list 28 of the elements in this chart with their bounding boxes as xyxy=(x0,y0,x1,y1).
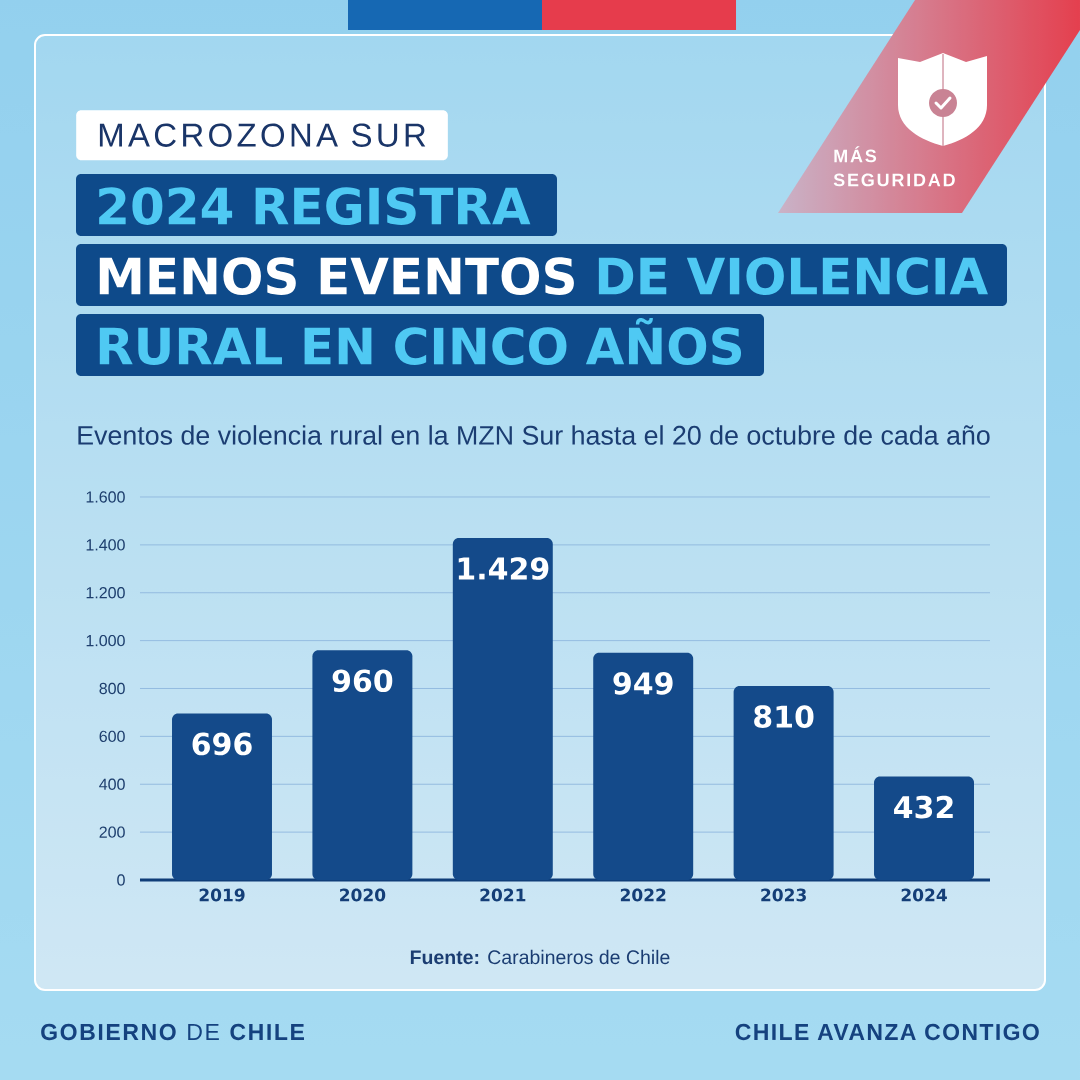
x-tick-label: 2023 xyxy=(761,888,806,902)
y-tick-label: 1.400 xyxy=(86,539,125,551)
y-tick-label: 600 xyxy=(99,730,125,743)
y-tick-label: 1.600 xyxy=(86,491,125,503)
chart-subtitle: Eventos de violencia rural en la MZN Sur hasta el 20 de octubre de cada año xyxy=(78,425,990,445)
text: MACROZONA SUR xyxy=(99,123,426,147)
data-label: 810 xyxy=(754,705,814,728)
data-label: 960 xyxy=(332,669,393,693)
x-tick-label: 2021 xyxy=(480,888,526,902)
x-tick-label: 2020 xyxy=(340,888,386,902)
data-label: 1.429 xyxy=(458,557,549,580)
y-tick-label: 1.200 xyxy=(86,587,125,599)
chart-title: 2024 REGISTRA MENOS EVENTOS DE VIOLENCIA RURAL EN CINCO AÑOS xyxy=(99,187,988,366)
text: Fuente: Carabineros de Chile xyxy=(410,949,670,965)
y-tick-label: 200 xyxy=(99,826,125,838)
x-tick-label: 2019 xyxy=(199,888,245,902)
text: CHILE AVANZA CONTIGO xyxy=(735,1023,1039,1041)
data-label: 949 xyxy=(613,672,673,695)
y-tick-label: 800 xyxy=(99,682,125,695)
y-tick-label: 0 xyxy=(117,874,125,886)
data-label: 432 xyxy=(894,795,953,819)
data-label: 696 xyxy=(192,732,252,756)
y-tick-label: 1.000 xyxy=(86,634,125,647)
text: GOBIERNO DE CHILE xyxy=(41,1023,304,1041)
x-tick-label: 2024 xyxy=(901,888,947,902)
text: MÁS SEGURIDAD xyxy=(833,146,955,187)
y-tick-label: 400 xyxy=(99,778,125,790)
x-tick-label: 2022 xyxy=(620,888,666,902)
